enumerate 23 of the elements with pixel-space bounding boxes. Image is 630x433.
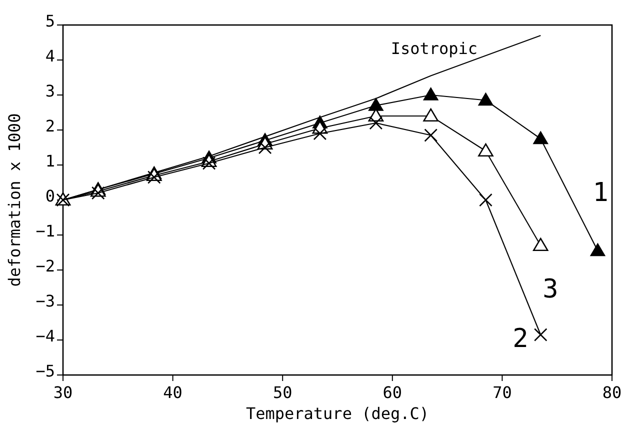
y-tick-label: 3 bbox=[45, 82, 55, 101]
series-label: 1 bbox=[592, 178, 608, 208]
x-tick-label: 60 bbox=[382, 383, 402, 402]
x-tick-label: 40 bbox=[163, 383, 182, 402]
y-tick-label: −1 bbox=[36, 222, 55, 241]
y-tick-label: −5 bbox=[36, 362, 55, 381]
x-tick-label: 80 bbox=[602, 383, 622, 402]
y-tick-label: 5 bbox=[45, 12, 55, 31]
y-tick-label: 2 bbox=[45, 116, 55, 136]
y-tick-label: −2 bbox=[36, 256, 55, 276]
y-tick-label: 4 bbox=[45, 46, 55, 66]
y-tick-label: 1 bbox=[45, 152, 55, 171]
x-tick-label: 30 bbox=[53, 383, 73, 402]
x-tick-label: 50 bbox=[272, 383, 292, 402]
y-tick-label: −3 bbox=[36, 292, 55, 311]
series-label: Isotropic bbox=[390, 38, 478, 58]
y-tick-label: 0 bbox=[45, 186, 55, 206]
x-axis-title: Temperature (deg.C) bbox=[246, 404, 430, 423]
x-tick-label: 70 bbox=[492, 383, 512, 402]
series-label: 2 bbox=[512, 324, 528, 354]
y-tick-label: −4 bbox=[36, 326, 55, 346]
y-axis-title: deformation x 1000 bbox=[5, 113, 24, 287]
series-label: 3 bbox=[542, 274, 558, 304]
